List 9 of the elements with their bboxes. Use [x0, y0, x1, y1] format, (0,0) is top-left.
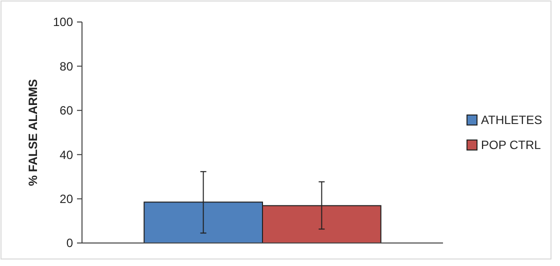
y-axis-title: % FALSE ALARMS	[26, 79, 40, 186]
y-tick-label: 80	[60, 59, 74, 74]
y-tick-label: 20	[60, 192, 74, 206]
legend-label: POP CTRL	[481, 138, 542, 152]
y-tick-label: 60	[60, 104, 74, 118]
y-tick-label: 100	[52, 15, 74, 30]
y-tick-label: 40	[60, 148, 74, 162]
legend-label: ATHLETES	[481, 113, 542, 128]
y-tick-label: 0	[66, 236, 74, 250]
